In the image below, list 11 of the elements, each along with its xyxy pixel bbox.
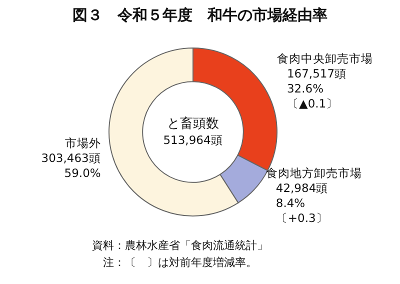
slice-label: 食肉中央卸売市場	[277, 52, 373, 66]
text: 513,964頭	[163, 133, 223, 148]
text: と畜頭数	[167, 116, 219, 132]
chart-title: 図３ 令和５年度 和牛の市場経由率	[72, 6, 328, 24]
text: 資料：農林水産省「食肉流通統計」	[92, 239, 268, 252]
slice-label: 食肉地方卸売市場	[266, 166, 362, 180]
data-label: 42,984頭 8.4% 〔+0.3〕	[276, 181, 328, 226]
text: 注：〔 〕は対前年度増減率。	[103, 256, 257, 270]
slice-label: 市場外	[64, 136, 101, 150]
data-label: 167,517頭 32.6% 〔▲0.1〕	[287, 66, 347, 111]
data-label: 303,463頭 59.0%	[41, 151, 101, 180]
